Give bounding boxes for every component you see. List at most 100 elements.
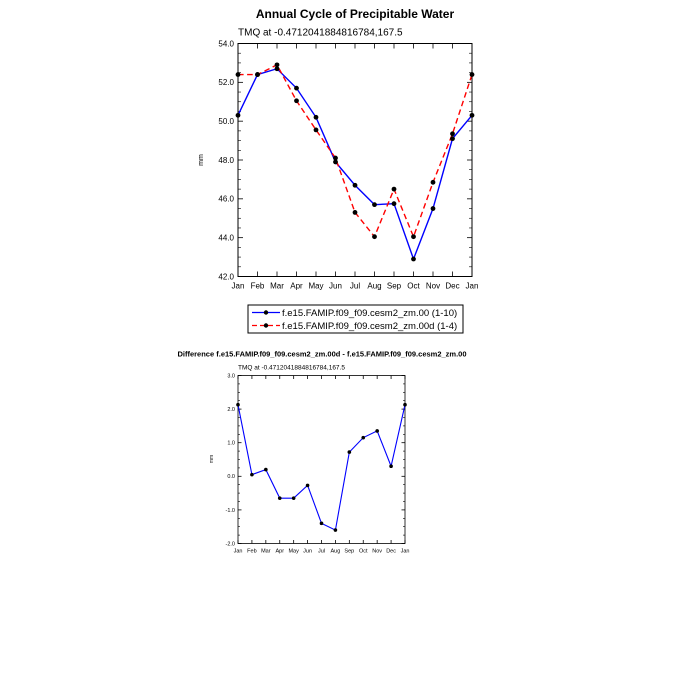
- series-0-point: [235, 112, 241, 118]
- series-line-0: [237, 404, 406, 531]
- series-1-point: [255, 72, 260, 77]
- x-tick-label: May: [308, 282, 323, 291]
- series-0-point: [361, 435, 366, 440]
- chart2-x-tick-labels: Jan Feb Mar Apr May Jun Jul Aug Sep Oct Nov Dec Jan: [234, 549, 410, 555]
- series-0-point: [372, 202, 377, 208]
- chart2-series-group: [236, 402, 407, 532]
- x-tick-label: Aug: [331, 549, 341, 555]
- y-tick-label: 48.0: [218, 156, 234, 165]
- x-tick-label: Oct: [407, 282, 420, 291]
- chart2-y-tick-labels: -2.0 -1.0 0.0 1.0 2.0 3.0: [226, 373, 235, 547]
- x-tick-label: Feb: [247, 549, 256, 555]
- series-0-point: [277, 496, 282, 500]
- x-tick-label: Mar: [261, 549, 271, 555]
- legend-marker-series-0: [263, 310, 269, 315]
- series-1-point: [274, 62, 280, 68]
- x-tick-label: Aug: [367, 282, 381, 291]
- series-0-point: [333, 159, 338, 165]
- chart2-ticks: [237, 375, 406, 544]
- chart2-plot-frame: [237, 375, 406, 544]
- x-tick-label: Sep: [387, 282, 402, 291]
- y-tick-label: 0.0: [227, 474, 235, 480]
- series-line-0: [237, 67, 473, 262]
- chart1-ylabel: mm: [198, 154, 205, 166]
- series-0-point: [375, 429, 379, 433]
- x-tick-label: Jan: [232, 282, 245, 291]
- series-1-point: [430, 179, 436, 185]
- series-1-point: [469, 72, 475, 77]
- y-tick-label: 54.0: [218, 39, 234, 48]
- series-0-point: [291, 496, 296, 500]
- legend-label-series-0: f.e15.FAMIP.f09_f09.cesm2_zm.00 (1-10): [282, 308, 457, 319]
- series-0-point: [450, 136, 455, 142]
- chart2-subtitle: TMQ at -0.4712041884816784,167.5: [238, 365, 345, 372]
- series-0-point: [411, 256, 416, 262]
- legend-marker-series-1: [263, 323, 269, 328]
- y-tick-label: 3.0: [227, 373, 235, 379]
- series-1-point: [313, 127, 319, 133]
- chart1-series-group: [235, 62, 475, 262]
- chart1-ticks: [237, 43, 473, 277]
- series-0-point: [264, 467, 268, 472]
- y-tick-label: 46.0: [218, 195, 234, 204]
- x-tick-label: Nov: [372, 549, 382, 555]
- x-tick-label: Jan: [466, 282, 479, 291]
- x-tick-label: Oct: [359, 549, 368, 555]
- y-tick-label: 44.0: [218, 233, 234, 242]
- series-0-point: [333, 528, 338, 532]
- series-1-point: [450, 131, 455, 137]
- x-tick-label: Jun: [329, 282, 342, 291]
- x-tick-label: Apr: [275, 549, 284, 555]
- y-tick-label: -1.0: [226, 508, 235, 514]
- x-tick-label: May: [288, 549, 299, 555]
- chart2-ylabel: mm: [209, 455, 215, 463]
- series-1-point: [333, 155, 338, 161]
- series-1-point: [411, 234, 416, 240]
- series-0-point: [236, 402, 240, 407]
- chart1-x-tick-labels: Jan Feb Mar Apr May Jun Jul Aug Sep Oct Nov Dec Jan: [232, 282, 479, 291]
- chart1-title: Annual Cycle of Precipitable Water: [256, 7, 455, 21]
- difference-chart: Difference f.e15.FAMIP.f09_f09.cesm2_zm.…: [177, 350, 466, 555]
- chart1-subtitle: TMQ at -0.4712041884816784,167.5: [238, 28, 403, 39]
- series-0-point: [352, 182, 358, 188]
- series-0-point: [391, 201, 397, 207]
- legend-box: [247, 304, 464, 334]
- y-tick-label: 42.0: [218, 272, 234, 281]
- x-tick-label: Jul: [350, 282, 360, 291]
- x-tick-label: Jul: [318, 549, 325, 555]
- legend-label-series-1: f.e15.FAMIP.f09_f09.cesm2_zm.00d (1-4): [282, 321, 457, 332]
- y-tick-label: 52.0: [218, 78, 234, 87]
- x-tick-label: Nov: [426, 282, 440, 291]
- series-1-point: [391, 186, 397, 192]
- series-0-point: [403, 402, 407, 407]
- chart1-legend: f.e15.FAMIP.f09_f09.cesm2_zm.00 (1-10) f…: [247, 304, 464, 334]
- series-1-point: [235, 72, 241, 77]
- y-tick-label: 2.0: [227, 407, 235, 413]
- x-tick-label: Sep: [344, 549, 354, 555]
- series-0-point: [430, 206, 436, 211]
- series-1-point: [294, 98, 299, 104]
- series-1-point: [352, 210, 358, 215]
- series-0-point: [347, 450, 352, 454]
- series-0-point: [250, 472, 254, 477]
- series-0-point: [319, 521, 324, 526]
- y-tick-label: 1.0: [227, 441, 235, 447]
- chart1-plot-frame: [237, 43, 473, 277]
- series-0-point: [313, 114, 319, 120]
- x-tick-label: Feb: [251, 282, 265, 291]
- series-0-point: [305, 483, 310, 488]
- y-tick-label: -2.0: [226, 541, 235, 547]
- series-0-point: [389, 464, 393, 469]
- chart1-y-tick-labels: 42.0 44.0 46.0 48.0 50.0 52.0 54.0: [218, 39, 234, 281]
- x-tick-label: Dec: [386, 549, 396, 555]
- x-tick-label: Mar: [270, 282, 284, 291]
- x-tick-label: Jan: [234, 549, 243, 555]
- y-tick-label: 50.0: [218, 117, 234, 126]
- x-tick-label: Apr: [290, 282, 303, 291]
- series-0-point: [294, 85, 299, 91]
- x-tick-label: Jun: [303, 549, 312, 555]
- series-1-point: [372, 234, 377, 240]
- annual-cycle-chart: Annual Cycle of Precipitable Water TMQ a…: [198, 7, 479, 334]
- series-0-point: [469, 112, 475, 118]
